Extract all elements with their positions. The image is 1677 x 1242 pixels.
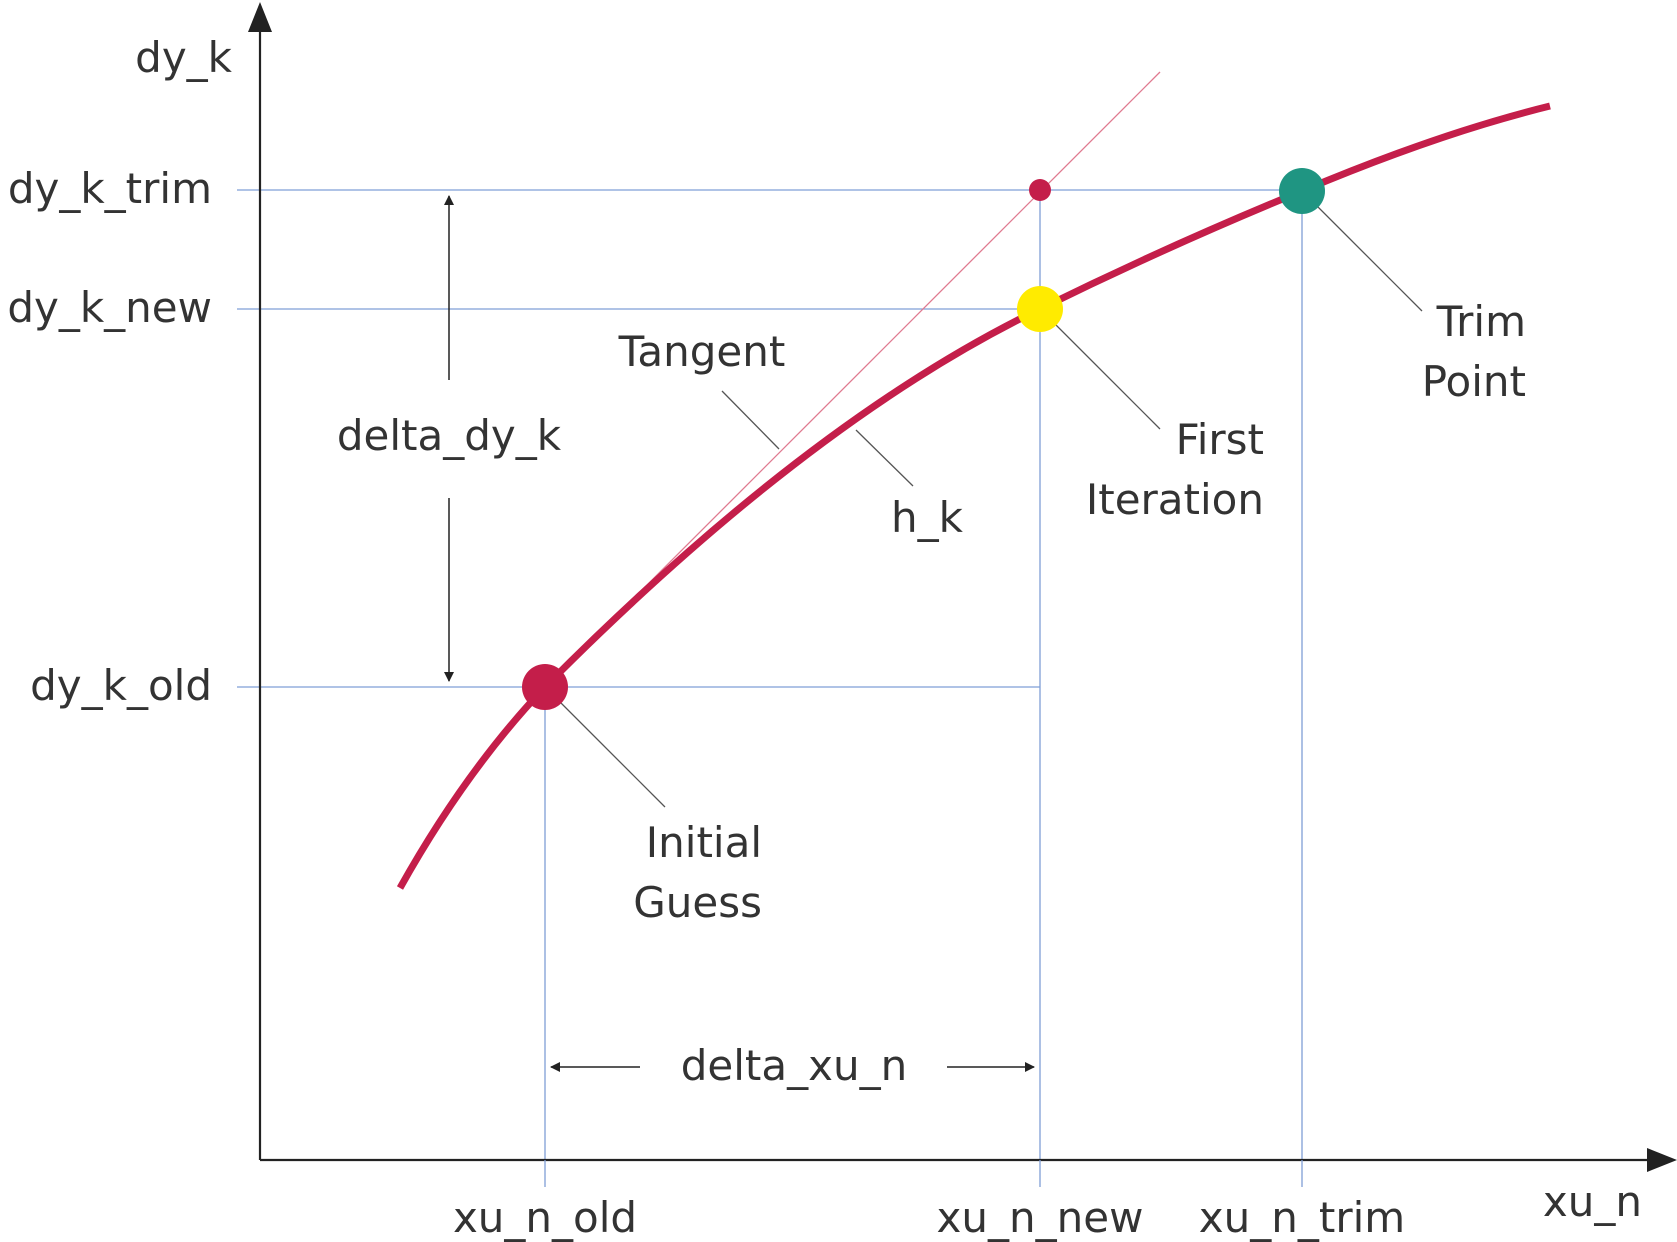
delta-xu-n-label: delta_xu_n <box>681 1041 907 1090</box>
trim-point-leader <box>1301 190 1423 312</box>
initial-guess-point <box>522 664 568 710</box>
y-axis-title: dy_k <box>135 33 233 82</box>
y-axis-arrow <box>248 2 272 32</box>
delta-dy-k-label: delta_dy_k <box>337 411 562 460</box>
y-label-trim: dy_k_trim <box>8 164 212 213</box>
initial-guess-label-line2: Guess <box>633 878 762 927</box>
h-k-leader <box>855 429 914 487</box>
h-k-curve <box>396 102 1551 890</box>
trim-point-marker <box>1279 168 1325 214</box>
x-label-trim: xu_n_trim <box>1199 1193 1405 1242</box>
tangent-target-point <box>1029 179 1051 201</box>
first-iteration-label-line1: First <box>1176 415 1264 464</box>
y-label-old: dy_k_old <box>30 661 212 710</box>
first-iteration-label-line2: Iteration <box>1086 475 1264 524</box>
trim-point-label-line1: Trim <box>1436 297 1526 346</box>
x-axis-title: xu_n <box>1543 1177 1642 1226</box>
y-label-new: dy_k_new <box>7 283 212 332</box>
h-k-label: h_k <box>891 493 964 542</box>
initial-guess-leader <box>544 686 666 808</box>
x-label-old: xu_n_old <box>453 1193 637 1242</box>
trim-point-label-line2: Point <box>1422 357 1526 406</box>
first-iteration-point <box>1017 286 1063 332</box>
x-label-new: xu_n_new <box>937 1193 1144 1242</box>
initial-guess-label-line1: Initial <box>646 818 762 867</box>
x-axis-arrow <box>1647 1148 1677 1172</box>
first-iteration-leader <box>1039 308 1161 430</box>
tangent-leader <box>721 390 780 450</box>
tangent-label: Tangent <box>618 327 786 376</box>
